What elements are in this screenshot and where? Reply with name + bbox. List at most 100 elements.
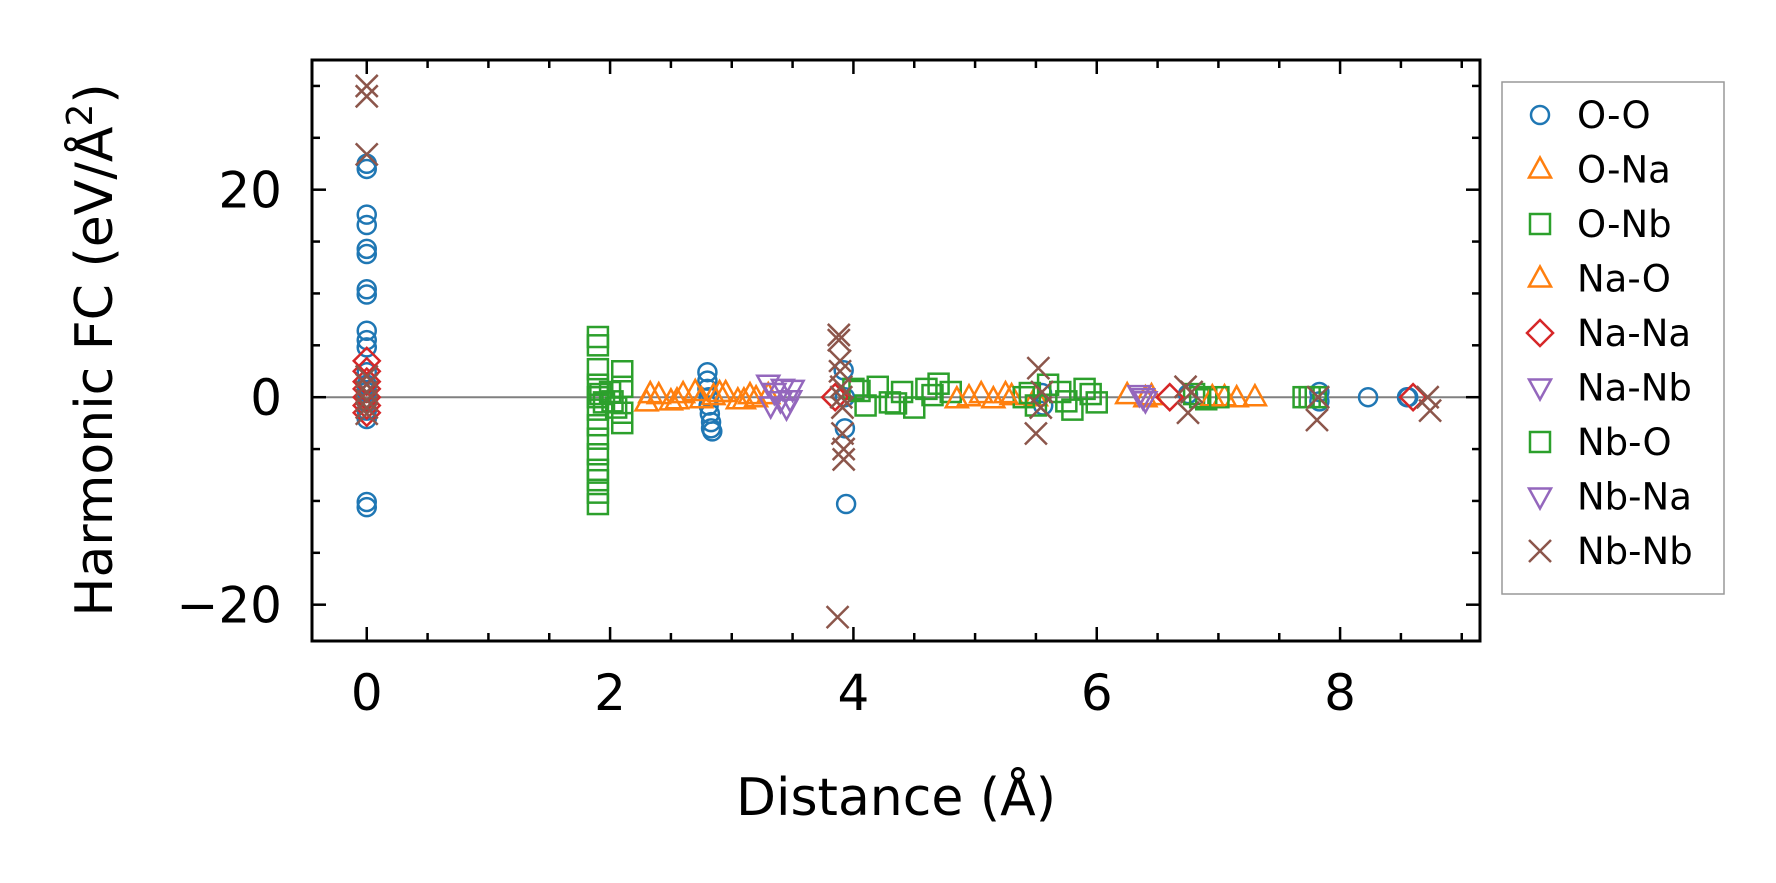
- data-point: [586, 481, 610, 504]
- data-point: [586, 398, 610, 421]
- data-point: [998, 381, 1025, 406]
- data-point: [356, 158, 377, 180]
- legend-label: Na-O: [1577, 258, 1671, 301]
- legend-marker: [1526, 154, 1554, 179]
- data-point: [830, 395, 855, 420]
- y-tick-label: −20: [176, 577, 282, 635]
- data-point: [1079, 382, 1102, 406]
- data-point: [356, 491, 377, 513]
- data-point: [1199, 382, 1226, 407]
- data-point: [356, 214, 377, 236]
- data-point: [1305, 408, 1329, 432]
- data-point: [831, 447, 856, 472]
- legend-label: Nb-Nb: [1577, 530, 1693, 573]
- y-tick-label: 20: [218, 162, 282, 220]
- data-point: [354, 142, 379, 167]
- x-tick-label: 6: [1081, 664, 1113, 722]
- legend-item-nb-o: Nb-O: [1528, 421, 1672, 464]
- x-tick-label: 0: [351, 664, 383, 722]
- data-point: [826, 328, 851, 353]
- y-tick-label: 0: [250, 369, 282, 427]
- legend-label: O-Na: [1577, 149, 1671, 192]
- data-point: [927, 372, 950, 395]
- data-point: [890, 380, 914, 404]
- data-point: [835, 493, 857, 515]
- data-point: [848, 379, 871, 403]
- data-point: [1055, 390, 1078, 413]
- data-point: [1195, 388, 1218, 411]
- data-point: [356, 243, 377, 265]
- data-point: [992, 379, 1019, 404]
- data-point: [1223, 383, 1250, 408]
- data-point: [586, 413, 610, 437]
- data-point: [702, 421, 723, 442]
- data-point: [884, 392, 908, 415]
- data-point: [356, 284, 377, 305]
- data-point: [1030, 380, 1054, 404]
- x-tick-label: 4: [838, 664, 870, 722]
- data-point: [1182, 382, 1206, 406]
- data-point: [1085, 391, 1108, 414]
- data-point: [730, 385, 758, 410]
- legend-marker: [1528, 430, 1552, 454]
- data-point: [697, 370, 718, 391]
- legend-marker: [1528, 539, 1552, 563]
- legend-item-na-na: Na-Na: [1525, 312, 1691, 355]
- data-point: [1036, 373, 1060, 396]
- data-point: [777, 390, 804, 414]
- data-point: [586, 492, 610, 516]
- tick-labels: 0 2 4 6 8 −20 0 20: [176, 162, 1356, 722]
- data-point: [663, 385, 691, 410]
- data-point: [826, 323, 851, 347]
- data-point: [611, 411, 634, 435]
- legend-marker: [1528, 212, 1552, 236]
- data-point: [769, 378, 796, 403]
- series-nb-nb: [354, 74, 1443, 630]
- legend-label: Nb-Na: [1577, 476, 1692, 519]
- data-point: [1188, 385, 1212, 409]
- data-point: [611, 360, 634, 383]
- legend-item-o-na: O-Na: [1526, 149, 1671, 192]
- legend-label: Na-Nb: [1577, 367, 1692, 410]
- data-point: [1179, 380, 1204, 404]
- data-point: [854, 394, 877, 417]
- legend-item-na-o: Na-O: [1526, 258, 1671, 301]
- data-point: [354, 401, 379, 426]
- data-point: [915, 377, 938, 401]
- data-point: [356, 238, 377, 260]
- series-layer: [351, 74, 1443, 630]
- data-point: [1129, 387, 1157, 412]
- data-point: [968, 379, 995, 404]
- legend-marker: [1529, 104, 1551, 126]
- data-point: [1061, 398, 1084, 421]
- data-point: [980, 384, 1007, 409]
- data-point: [1026, 356, 1051, 381]
- legend-item-na-nb: Na-Nb: [1526, 367, 1692, 410]
- data-point: [903, 396, 926, 419]
- data-point: [828, 348, 852, 373]
- legend-item-o-nb: O-Nb: [1528, 203, 1672, 246]
- data-point: [1418, 398, 1443, 423]
- series-o-nb: [586, 325, 1327, 516]
- legend-marker: [1526, 378, 1554, 403]
- data-point: [757, 396, 784, 421]
- legend-marker: [1525, 318, 1555, 348]
- data-point: [700, 411, 722, 433]
- legend-label: O-Nb: [1577, 203, 1672, 246]
- legend-label: Nb-O: [1577, 421, 1672, 464]
- data-point: [586, 357, 610, 381]
- legend-item-o-o: O-O: [1529, 94, 1651, 137]
- data-point: [825, 605, 850, 630]
- data-point: [1207, 385, 1230, 409]
- data-point: [356, 320, 377, 342]
- data-point: [586, 334, 610, 357]
- plot-frame: [310, 58, 1482, 643]
- data-point: [829, 385, 854, 410]
- data-point: [356, 362, 377, 383]
- data-point: [637, 379, 664, 404]
- data-point: [1306, 385, 1331, 410]
- data-point: [354, 84, 379, 109]
- data-point: [1176, 400, 1200, 425]
- x-tick-label: 8: [1324, 664, 1356, 722]
- legend-label: Na-Na: [1577, 312, 1691, 355]
